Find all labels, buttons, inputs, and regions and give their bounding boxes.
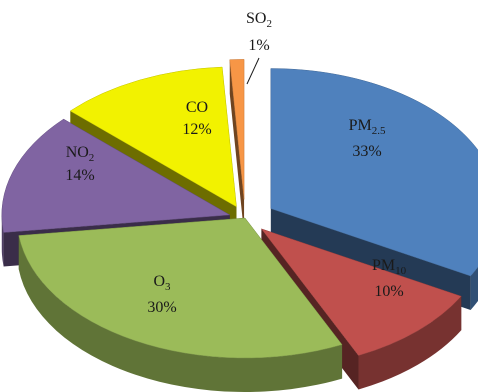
slice-1-label: PM10 — [372, 257, 407, 277]
so2-leader-line — [246, 57, 260, 85]
slice-1-percent: 10% — [374, 283, 403, 300]
slice-2-percent: 30% — [147, 299, 176, 316]
slice-2-outer-wall-0 — [18, 235, 343, 392]
slice-5-wall-0 — [229, 59, 245, 234]
slice-3-label: NO2 — [66, 144, 95, 164]
pie-top-layer — [1, 59, 478, 359]
slice-1-top — [260, 228, 462, 356]
slice-3-percent: 14% — [65, 167, 94, 184]
slice-2-top — [18, 217, 343, 359]
slice-0-percent: 33% — [352, 143, 381, 160]
slice-3-outer-wall-0 — [1, 214, 4, 267]
slice-2-label: O3 — [153, 273, 171, 293]
slice-0-label: PM2.5 — [349, 117, 386, 137]
pie-label-layer: PM2.5 33% PM10 10% O3 30% NO2 14% CO 12% SO2 1% — [65, 10, 406, 316]
slice-5-top — [229, 59, 245, 200]
slice-4-percent: 12% — [182, 121, 211, 138]
slice-3-top — [1, 118, 231, 233]
slice-0-top — [270, 68, 478, 277]
slice-4-top — [69, 66, 237, 208]
slice-5-percent: 1% — [248, 37, 269, 54]
slice-4-label: CO — [186, 99, 208, 116]
slice-5-label: SO2 — [246, 10, 272, 30]
slice-0-outer-wall-0 — [470, 266, 478, 310]
